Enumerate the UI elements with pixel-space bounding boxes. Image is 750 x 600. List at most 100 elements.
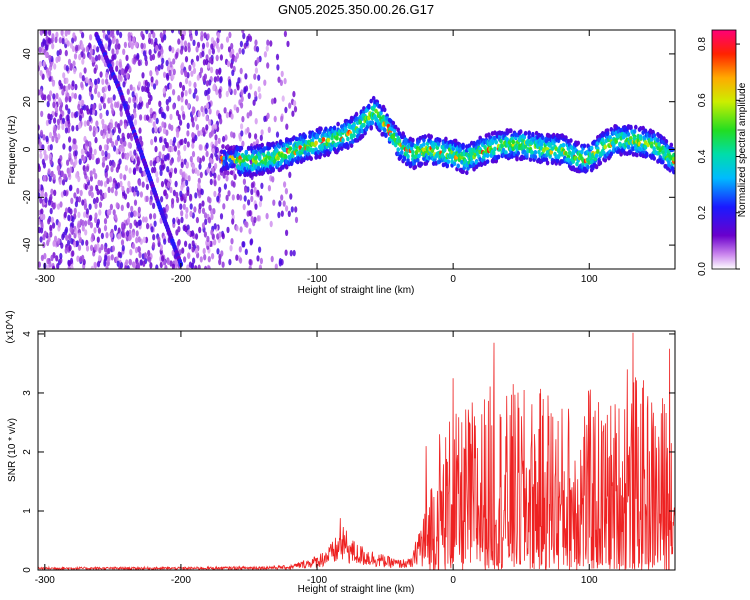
colorbar-tick-label: 0.6 — [697, 93, 708, 107]
noise-speck — [171, 198, 175, 205]
noise-speck — [210, 43, 214, 50]
noise-speck — [144, 79, 148, 87]
ridge-point — [257, 156, 262, 162]
y-tick-label: 40 — [22, 48, 33, 60]
noise-speck — [105, 232, 109, 239]
noise-speck — [133, 119, 138, 126]
noise-speck — [275, 53, 280, 61]
noise-speck — [94, 87, 98, 95]
ridge-point — [626, 132, 631, 137]
noise-speck — [139, 96, 143, 103]
noise-speck — [207, 216, 211, 224]
noise-speck — [137, 81, 142, 88]
noise-speck — [180, 91, 184, 98]
noise-speck — [144, 54, 148, 62]
noise-speck — [55, 106, 59, 114]
noise-speck — [274, 263, 278, 269]
noise-speck — [184, 240, 188, 247]
noise-speck — [226, 226, 230, 234]
noise-speck — [49, 231, 53, 238]
noise-speck — [119, 173, 123, 180]
ridge-point — [297, 140, 301, 146]
noise-speck — [109, 203, 113, 211]
noise-speck — [211, 148, 215, 155]
ridge-point — [635, 152, 639, 158]
noise-speck — [177, 114, 181, 121]
ridge-point — [398, 154, 403, 159]
noise-speck — [263, 51, 267, 58]
noise-speck — [133, 102, 137, 109]
noise-speck — [266, 112, 270, 120]
noise-speck — [40, 221, 44, 228]
noise-speck — [81, 199, 85, 206]
ridge-point — [652, 146, 656, 152]
noise-speck — [198, 226, 202, 234]
noise-speck — [121, 185, 125, 193]
noise-speck — [127, 32, 131, 39]
noise-speck — [273, 115, 277, 123]
noise-speck — [191, 240, 195, 247]
ridge-point — [226, 170, 230, 176]
ridge-point — [485, 159, 490, 165]
noise-speck — [77, 211, 81, 218]
noise-speck — [48, 30, 52, 36]
noise-speck — [84, 229, 88, 236]
noise-speck — [159, 32, 163, 39]
noise-speck — [39, 30, 43, 36]
noise-speck — [103, 181, 108, 188]
ridge-point — [397, 138, 402, 144]
noise-speck — [100, 243, 104, 251]
noise-speck — [146, 87, 150, 94]
noise-speck — [90, 265, 94, 269]
noise-speck — [110, 232, 114, 239]
ridge-point — [485, 153, 490, 159]
noise-speck — [128, 185, 132, 193]
noise-speck — [77, 244, 82, 251]
noise-speck — [59, 257, 63, 264]
noise-speck — [73, 207, 77, 215]
noise-speck — [160, 180, 165, 188]
noise-speck — [225, 111, 229, 119]
ridge-point — [672, 152, 675, 158]
noise-speck — [112, 94, 116, 101]
noise-speck — [132, 36, 136, 43]
noise-speck — [241, 30, 245, 34]
ridge-point — [661, 159, 665, 165]
noise-speck — [40, 208, 44, 215]
noise-speck — [213, 190, 217, 198]
noise-speck — [169, 260, 173, 267]
noise-speck — [84, 183, 88, 191]
noise-speck — [89, 175, 93, 182]
noise-speck — [231, 209, 235, 216]
noise-speck — [123, 122, 128, 129]
ridge-point — [414, 150, 419, 155]
noise-speck — [103, 224, 108, 232]
noise-speck — [106, 209, 110, 216]
noise-speck — [108, 39, 112, 46]
noise-speck — [266, 62, 270, 69]
noise-speck — [191, 106, 195, 113]
noise-speck — [208, 48, 212, 56]
noise-speck — [241, 48, 245, 55]
noise-speck — [248, 258, 252, 266]
noise-speck — [233, 104, 237, 111]
noise-speck — [135, 230, 139, 237]
noise-speck — [260, 129, 264, 136]
ridge-point — [411, 149, 415, 155]
noise-speck — [137, 236, 141, 243]
noise-speck — [156, 176, 160, 183]
noise-speck — [180, 161, 184, 169]
noise-speck — [61, 117, 66, 125]
noise-speck — [157, 64, 161, 71]
noise-speck — [134, 185, 138, 193]
noise-speck — [119, 110, 123, 117]
figure-title: GN05.2025.350.00.26.G17 — [278, 2, 434, 17]
noise-speck — [96, 188, 100, 196]
noise-speck — [214, 134, 218, 141]
noise-speck — [89, 107, 93, 115]
noise-speck — [123, 140, 127, 147]
ridge-point — [340, 146, 344, 152]
noise-speck — [180, 105, 184, 112]
noise-speck — [52, 101, 56, 109]
noise-speck — [74, 228, 79, 235]
